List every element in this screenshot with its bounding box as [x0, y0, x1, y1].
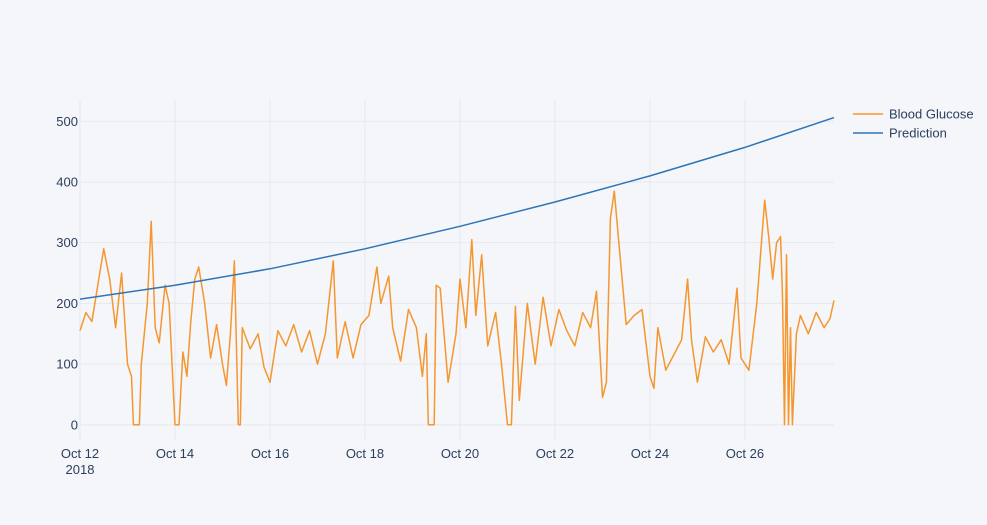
x-tick-label: Oct 24	[631, 446, 669, 461]
legend-item-prediction[interactable]: Prediction	[853, 126, 947, 141]
x-tick-label: Oct 22	[536, 446, 574, 461]
legend-item-blood-glucose[interactable]: Blood Glucose	[853, 107, 974, 122]
y-tick-label: 300	[56, 235, 78, 250]
y-axis: 0 100 200 300 400 500	[56, 114, 78, 433]
y-gridlines	[80, 120, 834, 426]
y-tick-label: 0	[71, 417, 78, 432]
series-line-blood-glucose	[79, 190, 835, 426]
x-tick-label: Oct 14	[156, 446, 194, 461]
x-tick-label: Oct 12	[61, 446, 99, 461]
x-tick-sublabel: 2018	[66, 462, 95, 477]
series-line-prediction	[79, 116, 835, 300]
series-layer	[79, 116, 835, 426]
y-tick-label: 200	[56, 296, 78, 311]
y-tick-label: 400	[56, 174, 78, 189]
x-gridlines	[79, 100, 746, 440]
legend-label: Blood Glucose	[889, 107, 974, 122]
legend[interactable]: Blood Glucose Prediction	[853, 107, 974, 141]
x-tick-label: Oct 18	[346, 446, 384, 461]
y-tick-label: 100	[56, 357, 78, 372]
plot-background	[80, 100, 834, 440]
y-tick-label: 500	[56, 114, 78, 129]
x-tick-label: Oct 26	[726, 446, 764, 461]
x-tick-label: Oct 16	[251, 446, 289, 461]
legend-label: Prediction	[889, 126, 947, 141]
x-tick-label: Oct 20	[441, 446, 479, 461]
